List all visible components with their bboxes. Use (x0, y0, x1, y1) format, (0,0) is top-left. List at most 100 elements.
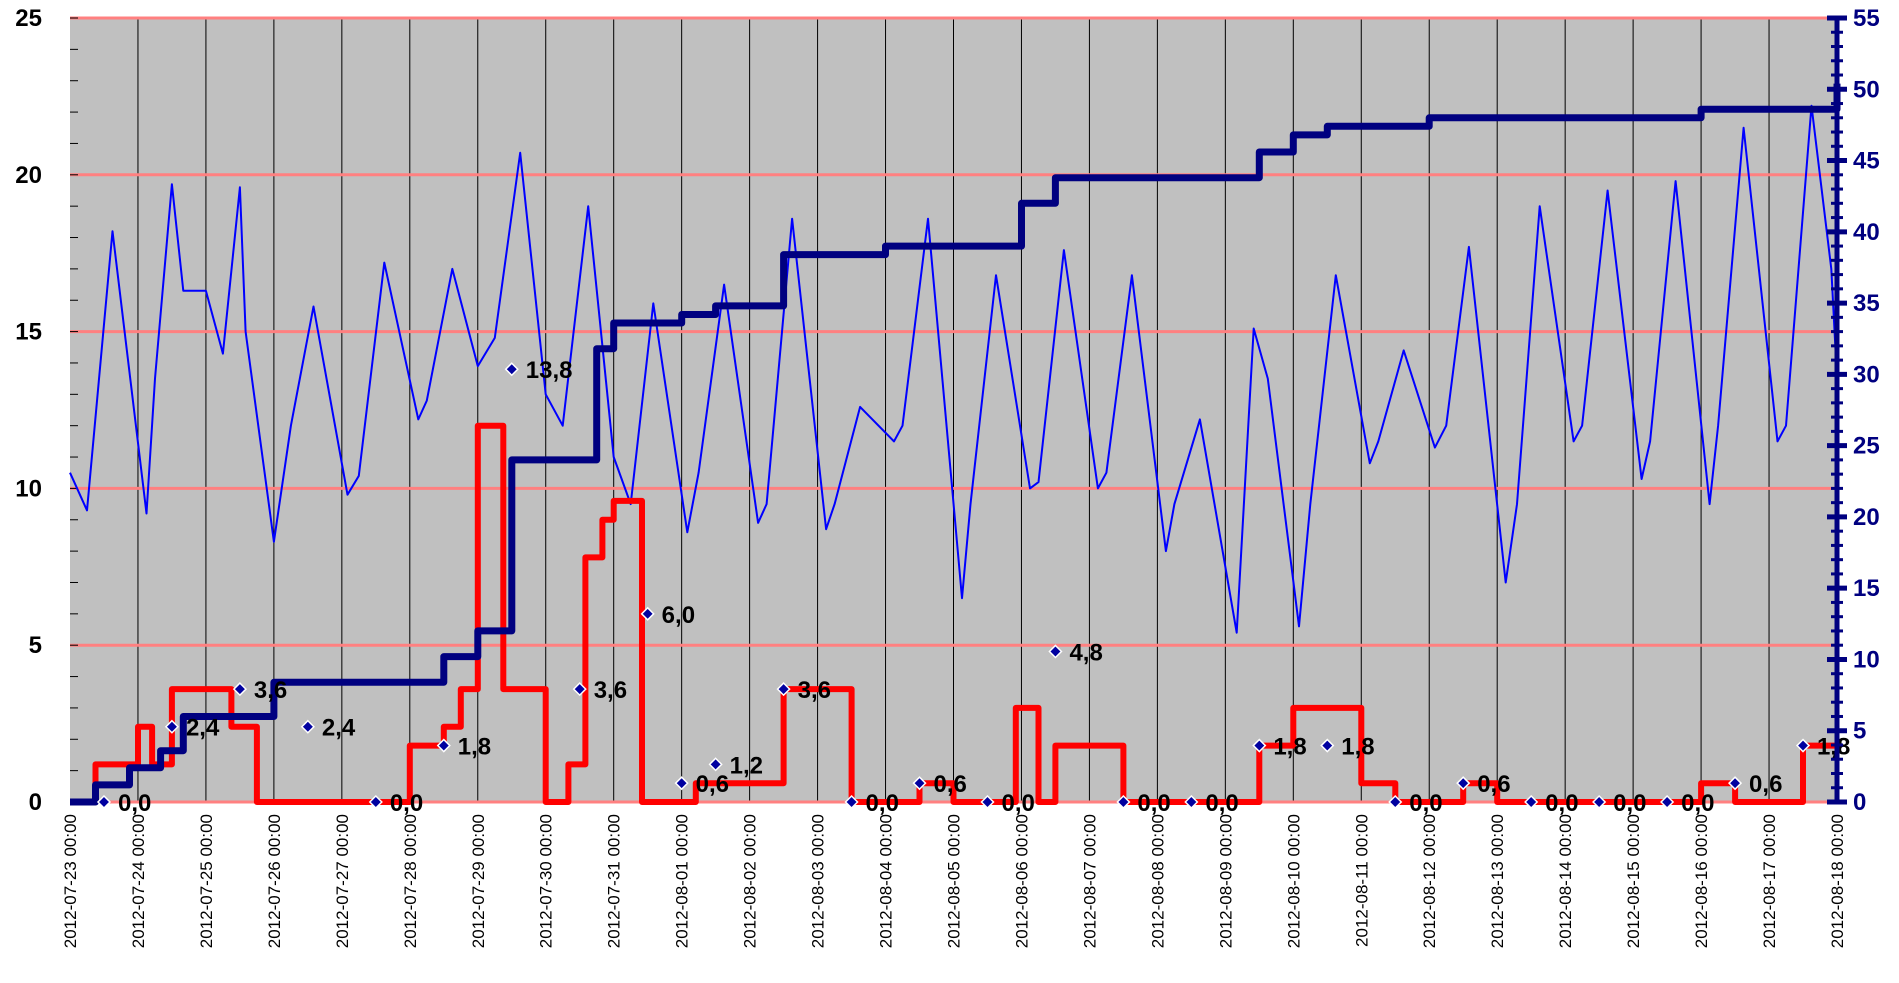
y-right-tick-label: 25 (1853, 433, 1880, 460)
x-tick-label: 2012-08-16 00:00 (1692, 814, 1711, 948)
data-label: 0,6 (1477, 771, 1510, 798)
x-tick-label: 2012-08-11 00:00 (1352, 814, 1371, 947)
data-label: 13,8 (526, 357, 573, 384)
data-label: 1,2 (730, 752, 763, 779)
temperature-line (69, 104, 1838, 634)
daily-total-marker (164, 719, 180, 734)
x-tick-label: 2012-08-14 00:00 (1556, 814, 1575, 948)
y-right-tick-label: 35 (1853, 290, 1880, 317)
data-label: 0,0 (1137, 790, 1170, 817)
x-tick-label: 2012-08-01 00:00 (673, 814, 692, 948)
data-label: 2,4 (322, 715, 356, 742)
daily-total-marker (912, 776, 927, 791)
x-tick-label: 2012-08-08 00:00 (1148, 814, 1167, 948)
daily-total-marker (368, 794, 383, 810)
daily-total-marker (1795, 738, 1811, 753)
data-label: 0,0 (390, 790, 423, 817)
data-label: 0,0 (1205, 790, 1238, 817)
data-label: 0,0 (866, 790, 899, 817)
daily-total-marker (1456, 776, 1471, 791)
y-left-tick-label: 20 (15, 162, 42, 189)
y-right-tick-label: 5 (1853, 718, 1866, 745)
data-label: 1,8 (1817, 734, 1850, 761)
x-tick-label: 2012-07-28 00:00 (401, 814, 420, 948)
series-lines (69, 83, 1841, 806)
y-left-tick-label: 10 (15, 475, 42, 502)
daily-total-marker (1727, 776, 1743, 791)
daily-total-marker (96, 794, 112, 810)
daily-total-marker (1660, 794, 1675, 810)
daily-total-marker (776, 682, 791, 697)
daily-total-marker (300, 719, 315, 734)
x-tick-label: 2012-08-15 00:00 (1624, 814, 1643, 948)
data-label: 1,8 (1273, 734, 1306, 761)
daily-total-marker (1184, 794, 1199, 810)
data-label: 2,4 (186, 715, 220, 742)
x-tick-label: 2012-07-29 00:00 (469, 814, 488, 948)
daily-total-marker (1592, 794, 1607, 810)
daily-total-marker (844, 794, 859, 810)
y-right-tick-label: 55 (1853, 5, 1880, 32)
y-left-tick-label: 25 (15, 5, 42, 32)
x-tick-label: 2012-07-30 00:00 (537, 814, 556, 948)
data-label: 3,6 (798, 677, 831, 704)
data-label: 1,8 (1341, 734, 1374, 761)
x-tick-label: 2012-07-26 00:00 (265, 814, 284, 948)
x-tick-label: 2012-07-24 00:00 (129, 814, 148, 948)
daily-total-marker (1388, 794, 1403, 810)
x-tick-label: 2012-07-23 00:00 (61, 814, 80, 948)
daily-total-marker (572, 682, 587, 697)
x-tick-label: 2012-08-02 00:00 (741, 814, 760, 948)
data-labels: 0,0 2,4 3,6 2,4 0,0 1,8 13,8 3,6 6,0 0,6 1,2 3,6 0,0… (118, 357, 1850, 817)
daily-total-marker (436, 738, 451, 753)
data-label: 0,0 (1681, 790, 1714, 817)
data-label: 6,0 (662, 602, 695, 629)
x-tick-label: 2012-07-27 00:00 (333, 814, 352, 948)
y-left-tick-label: 15 (15, 319, 42, 346)
y-right-tick-label: 50 (1853, 76, 1880, 103)
y-right-tick-label: 0 (1853, 789, 1866, 816)
data-label: 4,8 (1069, 639, 1102, 666)
daily-total-marker (1048, 644, 1063, 659)
y-left-tick-label: 0 (29, 789, 42, 816)
daily-total-marker (1320, 738, 1335, 753)
x-tick-label: 2012-08-04 00:00 (877, 814, 896, 948)
data-label: 0,0 (1001, 790, 1034, 817)
x-tick-label: 2012-08-05 00:00 (945, 814, 964, 948)
x-tick-label: 2012-08-17 00:00 (1760, 814, 1779, 948)
cumulative-line (70, 83, 1841, 806)
x-tick-label: 2012-08-06 00:00 (1012, 814, 1031, 948)
y-right-tick-label: 15 (1853, 575, 1880, 602)
data-label: 0,6 (934, 771, 967, 798)
daily-total-marker (674, 776, 689, 791)
daily-total-marker (980, 794, 995, 810)
daily-total-marker (1252, 738, 1267, 753)
daily-total-markers (96, 362, 1811, 810)
data-label: 3,6 (254, 677, 287, 704)
y-right-tick-label: 45 (1853, 148, 1880, 175)
y-left-tick-label: 5 (29, 632, 42, 659)
daily_precip-line (70, 422, 1837, 805)
daily-total-marker (640, 606, 655, 621)
data-label: 0,0 (1613, 790, 1646, 817)
x-tick-label: 2012-08-03 00:00 (809, 814, 828, 948)
daily-total-marker (1116, 794, 1131, 810)
x-tick-label: 2012-07-31 00:00 (605, 814, 624, 948)
y-right-tick-label: 10 (1853, 646, 1880, 673)
x-tick-label: 2012-08-09 00:00 (1216, 814, 1235, 948)
data-label: 3,6 (594, 677, 627, 704)
x-tick-label: 2012-08-13 00:00 (1488, 814, 1507, 948)
x-tick-label: 2012-08-18 00:00 (1828, 814, 1847, 948)
data-label: 0,0 (1545, 790, 1578, 817)
x-tick-label: 2012-08-07 00:00 (1080, 814, 1099, 948)
data-label: 0,6 (1749, 771, 1782, 798)
daily-total-marker (504, 362, 519, 377)
data-label: 1,8 (458, 734, 491, 761)
y-right-tick-label: 30 (1853, 361, 1880, 388)
data-label: 0,0 (118, 790, 151, 817)
daily-total-marker (1524, 794, 1539, 810)
data-label: 0,0 (1409, 790, 1442, 817)
y-right-tick-label: 40 (1853, 219, 1880, 246)
vertical-gridlines (137, 18, 1770, 802)
